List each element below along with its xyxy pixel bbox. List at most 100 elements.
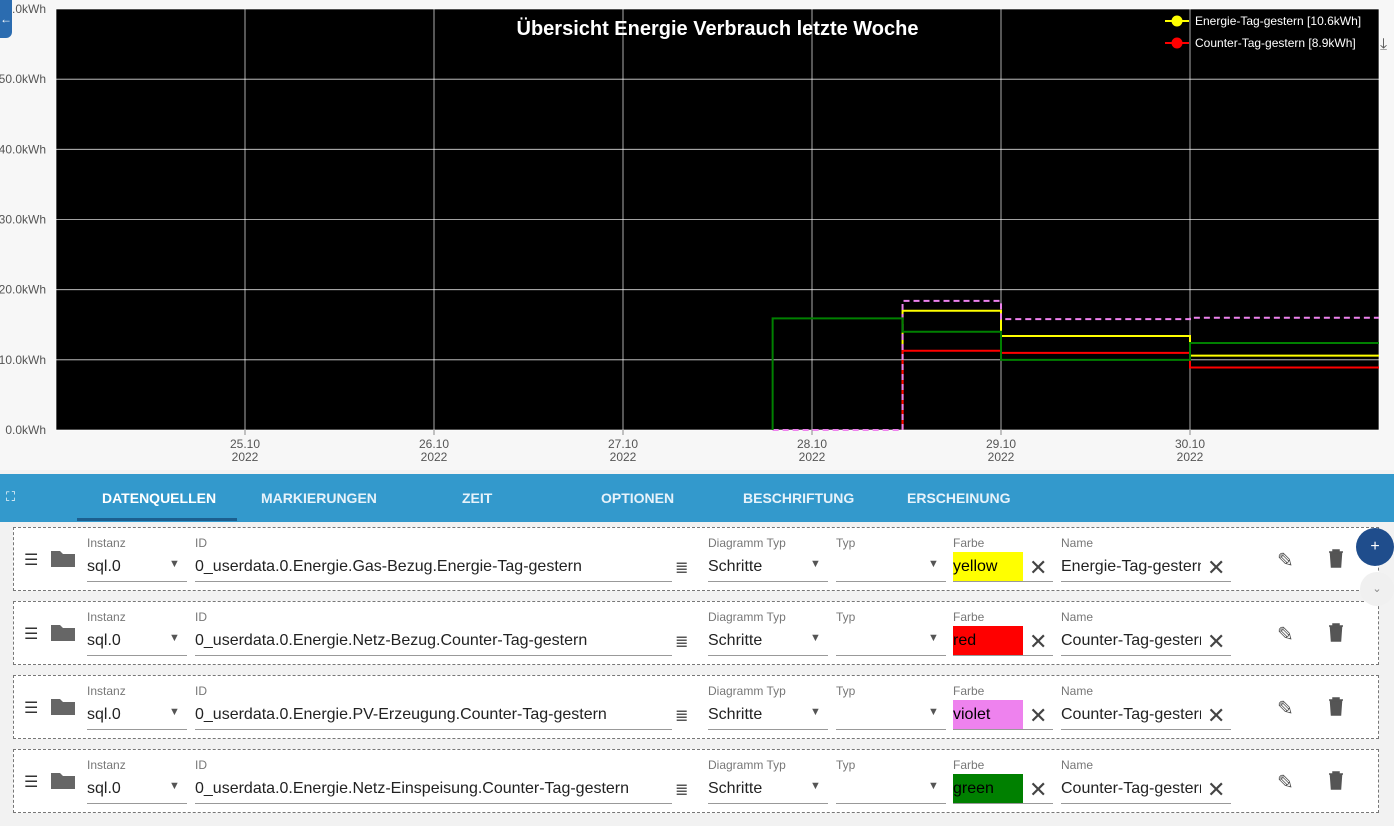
folder-icon[interactable] [50,548,76,568]
edit-icon[interactable]: ✎ [1277,698,1294,720]
x-tick-label: 29.10 [986,437,1016,451]
folder-icon[interactable] [50,770,76,790]
diagramm-typ-label: Diagramm Typ [708,684,786,698]
color-input[interactable]: violet [953,700,1023,730]
clear-name-icon[interactable]: ✕ [1207,703,1226,728]
clear-name-icon[interactable]: ✕ [1207,555,1226,580]
list-icon[interactable]: ≣ [675,708,689,725]
x-tick-year: 2022 [988,450,1015,464]
diagramm-typ-select[interactable]: Schritte [708,706,763,723]
expand-button[interactable]: ⌄ [1360,572,1394,606]
instanz-select[interactable]: sql.0 [87,558,121,575]
chevron-down-icon[interactable]: ▼ [928,558,939,570]
diagramm-typ-underline [708,729,828,730]
edit-icon[interactable]: ✎ [1277,624,1294,646]
clear-color-icon[interactable]: ✕ [1029,777,1048,802]
name-input[interactable]: Energie-Tag-gestern [1061,558,1201,575]
typ-underline [836,729,946,730]
delete-icon[interactable] [1327,548,1345,568]
y-tick-label: 10.0kWh [0,353,46,367]
chevron-down-icon[interactable]: ▼ [810,558,821,570]
tab-markierungen[interactable]: MARKIERUNGEN [261,490,377,506]
chevron-down-icon[interactable]: ▼ [810,632,821,644]
delete-icon[interactable] [1327,622,1345,642]
instanz-underline [87,581,187,582]
tab-datenquellen[interactable]: DATENQUELLEN [102,490,217,506]
color-input[interactable]: yellow [953,552,1023,582]
clear-color-icon[interactable]: ✕ [1029,555,1048,580]
instanz-underline [87,803,187,804]
back-button[interactable]: ← [0,0,12,38]
farbe-label: Farbe [953,610,985,624]
delete-icon[interactable] [1327,696,1345,716]
id-input[interactable]: 0_userdata.0.Energie.Gas-Bezug.Energie-T… [195,558,582,575]
delete-icon[interactable] [1327,770,1345,790]
name-underline [1061,581,1231,582]
clear-color-icon[interactable]: ✕ [1029,629,1048,654]
x-tick-year: 2022 [421,450,448,464]
chevron-down-icon[interactable]: ▼ [169,558,180,570]
x-tick-year: 2022 [799,450,826,464]
chevron-down-icon[interactable]: ▼ [810,706,821,718]
diagramm-typ-select[interactable]: Schritte [708,780,763,797]
diagramm-typ-select[interactable]: Schritte [708,632,763,649]
datasource-row: ☰ Instanz sql.0 ▼ ID 0_userdata.0.Energi… [13,749,1379,813]
tab-zeit[interactable]: ZEIT [462,490,493,506]
download-icon[interactable]: ⤓ [1380,36,1388,53]
x-tick-label: 30.10 [1175,437,1205,451]
chevron-down-icon[interactable]: ▼ [169,780,180,792]
instanz-underline [87,729,187,730]
color-input[interactable]: red [953,626,1023,656]
instanz-select[interactable]: sql.0 [87,632,121,649]
drag-handle-icon[interactable]: ☰ [24,774,39,791]
name-input[interactable]: Counter-Tag-gestern [1061,706,1201,723]
edit-icon[interactable]: ✎ [1277,772,1294,794]
instanz-label: Instanz [87,610,126,624]
tab-beschriftung[interactable]: BESCHRIFTUNG [743,490,855,506]
id-input[interactable]: 0_userdata.0.Energie.PV-Erzeugung.Counte… [195,706,607,723]
chevron-down-icon[interactable]: ▼ [810,780,821,792]
list-icon[interactable]: ≣ [675,634,689,651]
chevron-down-icon[interactable]: ▼ [169,632,180,644]
chevron-down-icon[interactable]: ▼ [928,632,939,644]
color-input[interactable]: green [953,774,1023,804]
instanz-select[interactable]: sql.0 [87,706,121,723]
name-input[interactable]: Counter-Tag-gestern [1061,632,1201,649]
fullscreen-icon[interactable]: ⛶ [6,489,16,504]
legend-swatch-dot [1171,37,1183,49]
folder-icon[interactable] [50,696,76,716]
id-underline [195,803,672,804]
clear-name-icon[interactable]: ✕ [1207,777,1226,802]
drag-handle-icon[interactable]: ☰ [24,626,39,643]
clear-color-icon[interactable]: ✕ [1029,703,1048,728]
diagramm-typ-underline [708,581,828,582]
typ-underline [836,581,946,582]
name-input[interactable]: Counter-Tag-gestern [1061,780,1201,797]
instanz-select[interactable]: sql.0 [87,780,121,797]
list-icon[interactable]: ≣ [675,560,689,577]
id-input[interactable]: 0_userdata.0.Energie.Netz-Einspeisung.Co… [195,780,630,797]
drag-handle-icon[interactable]: ☰ [24,700,39,717]
datasource-row: ☰ Instanz sql.0 ▼ ID 0_userdata.0.Energi… [13,601,1379,665]
diagramm-typ-label: Diagramm Typ [708,758,786,772]
id-underline [195,655,672,656]
folder-icon[interactable] [50,622,76,642]
x-tick-label: 25.10 [230,437,260,451]
tab-erscheinung[interactable]: ERSCHEINUNG [907,490,1011,506]
id-input[interactable]: 0_userdata.0.Energie.Netz-Bezug.Counter-… [195,632,588,649]
chevron-down-icon[interactable]: ▼ [928,780,939,792]
chevron-down-icon[interactable]: ▼ [928,706,939,718]
id-label: ID [195,536,207,550]
diagramm-typ-select[interactable]: Schritte [708,558,763,575]
datasource-row: ☰ Instanz sql.0 ▼ ID 0_userdata.0.Energi… [13,675,1379,739]
tab-optionen[interactable]: OPTIONEN [601,490,675,506]
drag-handle-icon[interactable]: ☰ [24,552,39,569]
chevron-down-icon[interactable]: ▼ [169,706,180,718]
name-label: Name [1061,610,1094,624]
clear-name-icon[interactable]: ✕ [1207,629,1226,654]
diagramm-typ-underline [708,803,828,804]
list-icon[interactable]: ≣ [675,782,689,799]
instanz-underline [87,655,187,656]
edit-icon[interactable]: ✎ [1277,550,1294,572]
add-datasource-button[interactable]: + [1356,528,1394,566]
